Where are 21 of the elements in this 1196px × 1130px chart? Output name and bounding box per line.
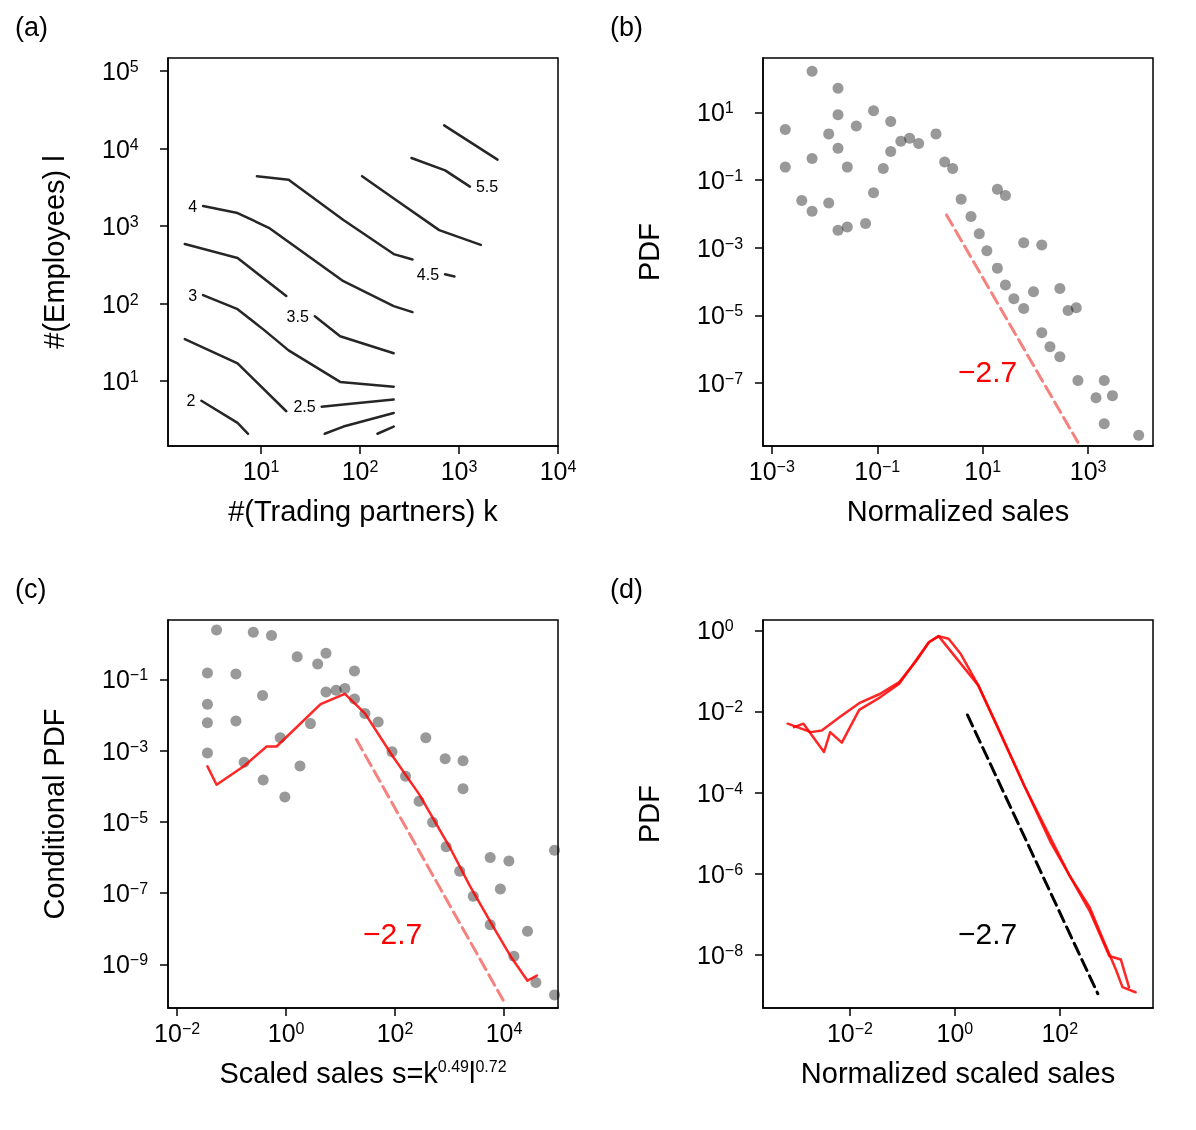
chart-title: (d) (610, 573, 643, 604)
annotation: −2.7 (958, 355, 1018, 389)
series-label: 3.5 (286, 307, 309, 325)
x-axis-title: Normalized sales (846, 494, 1070, 527)
chart-title: (b) (610, 11, 643, 42)
x-axis-title: #(Trading partners) k (228, 494, 499, 527)
annotation: −2.7 (958, 917, 1018, 951)
y-axis-title: #(Employees) l (37, 155, 70, 349)
annotation: −2.7 (363, 917, 423, 951)
y-axis-title: PDF (632, 223, 665, 281)
series-label: 2 (186, 392, 196, 410)
series-label: 5.5 (475, 178, 499, 196)
series-label: 2.5 (293, 398, 316, 416)
y-axis-title: Conditional PDF (37, 708, 70, 920)
chart-title: (a) (15, 11, 48, 42)
series-label: 3 (188, 286, 198, 304)
chart-title: (c) (15, 573, 47, 604)
series-label: 4 (188, 197, 198, 215)
x-axis-title: Normalized scaled sales (800, 1056, 1116, 1089)
series-label: 4.5 (416, 265, 440, 283)
y-axis-title: PDF (632, 785, 665, 843)
